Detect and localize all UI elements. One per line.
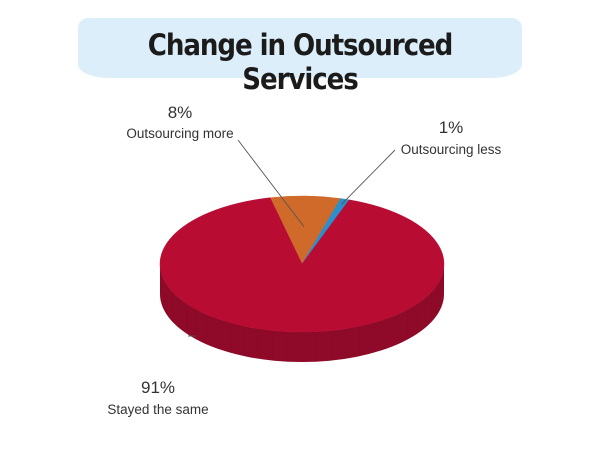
chart-title: Change in Outsourced Services bbox=[147, 28, 454, 96]
leader-lines bbox=[188, 139, 396, 337]
leader-line bbox=[341, 149, 396, 205]
pie-top bbox=[159, 195, 445, 333]
slice-category-label: Stayed the same bbox=[107, 402, 208, 417]
slice-category-label: Outsourcing more bbox=[126, 126, 233, 141]
slice-value-label: 1% bbox=[439, 118, 464, 137]
slice-category-label: Outsourcing less bbox=[401, 142, 502, 157]
slice-value-label: 91% bbox=[141, 378, 175, 397]
slice-value-label: 8% bbox=[168, 103, 193, 122]
leader-line bbox=[237, 139, 305, 227]
pie-sides bbox=[160, 264, 444, 362]
pie-slice bbox=[159, 197, 445, 333]
title-banner: Change in Outsourced Services bbox=[78, 18, 522, 96]
pie-slice-side bbox=[160, 264, 444, 362]
